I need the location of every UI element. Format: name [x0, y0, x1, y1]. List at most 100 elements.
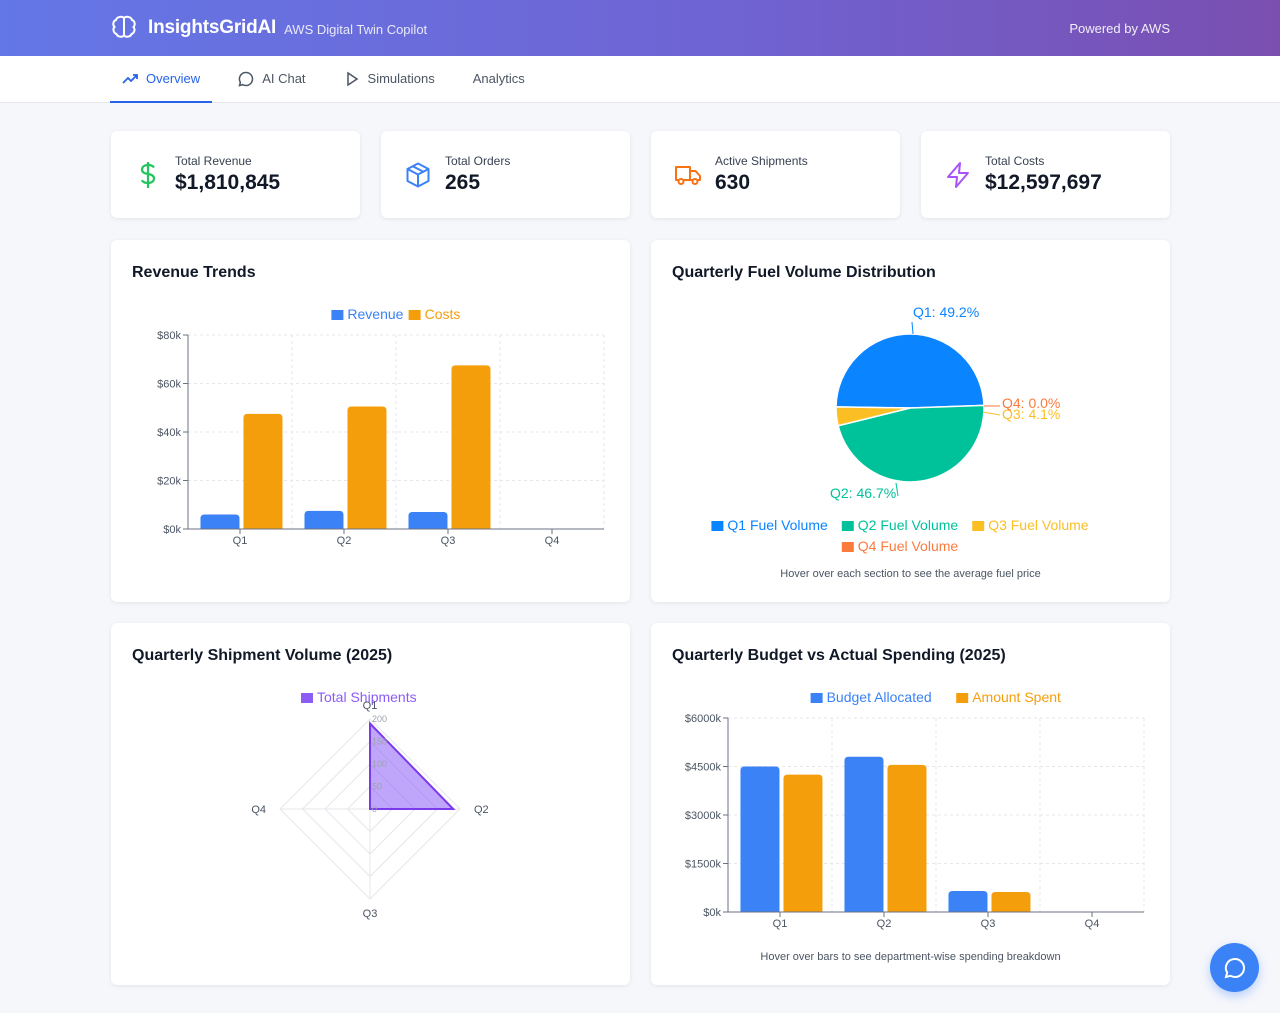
legend-swatch [331, 310, 344, 320]
tab-label: Simulations [367, 71, 435, 86]
tab-analytics[interactable]: Analytics [461, 56, 537, 103]
stat-label: Active Shipments [715, 154, 808, 168]
stat-card-shipments: Active Shipments 630 [651, 131, 900, 218]
radar-category-label: Q4 [251, 804, 266, 816]
tab-label: Overview [146, 71, 201, 86]
y-tick-label: $60k [157, 379, 181, 391]
chat-fab-button[interactable] [1210, 943, 1259, 992]
budget-spending-panel: Budget Allocated Amount Spent $0k $1500k $30… [651, 623, 1170, 985]
brand-name: InsightsGridAI [148, 17, 277, 38]
y-tick-label: $4500k [685, 762, 722, 774]
play-icon [346, 71, 358, 86]
bar-amount-spent [887, 764, 927, 912]
stat-label: Total Revenue [175, 154, 252, 168]
bar-costs [347, 406, 387, 529]
panel-title: Quarterly Budget vs Actual Spending (202… [672, 647, 1006, 664]
shipment-volume-panel: Total Shipments 0 50 100 150 200 Q1 Q2 Q3 Q4 Quar… [111, 623, 630, 985]
app-header: InsightsGridAI AWS Digital Twin Copilot … [0, 0, 1280, 56]
bolt-icon [947, 161, 969, 188]
pie-slice-q3 [835, 406, 911, 427]
pie-data-label: Q1: 49.2% [913, 304, 979, 320]
brain-icon [112, 15, 136, 38]
chat-icon [238, 71, 254, 87]
fuel-distribution-chart: Q1: 49.2% Q2: 46.7% Q3: 4.1%Q4: 0.0% Q1 Fue… [711, 304, 1089, 554]
legend-label: Q4 Fuel Volume [858, 538, 959, 554]
bar-costs [243, 413, 283, 529]
radar-category-label: Q2 [474, 804, 489, 816]
x-tick-label: Q4 [545, 535, 560, 547]
stat-value: 265 [445, 171, 481, 194]
revenue-trends-panel: Revenue Costs $0k $20k $40k $60k $80k Q1 Q2 Q3 Q4 … [111, 240, 630, 602]
pie-data-label: Q3: 4.1% [1002, 406, 1060, 422]
stat-value: $1,810,845 [175, 171, 281, 194]
bar-amount-spent [991, 891, 1031, 912]
radar-category-label: Q3 [363, 908, 378, 920]
x-tick-label: Q1 [773, 918, 788, 930]
truck-icon [675, 165, 701, 185]
tab-ai-chat[interactable]: AI Chat [226, 56, 317, 103]
shipment-volume-chart: Total Shipments 0 50 100 150 200 Q1 Q2 Q3 Q4 [251, 689, 489, 920]
panel-title: Revenue Trends [132, 264, 256, 281]
bar-budget-allocated [948, 890, 988, 912]
x-tick-label: Q2 [877, 918, 892, 930]
legend-label: Budget Allocated [827, 689, 932, 705]
panel-title: Quarterly Fuel Volume Distribution [672, 264, 936, 281]
chart-note: Hover over each section to see the avera… [780, 568, 1041, 580]
trend-icon [122, 73, 138, 84]
stat-card-orders: Total Orders 265 [381, 131, 630, 218]
bar-budget-allocated [740, 766, 780, 912]
pie-slice-q2 [837, 404, 985, 483]
legend-swatch [972, 521, 985, 531]
bar-revenue [304, 510, 344, 529]
pie-label-line [982, 411, 1001, 416]
tab-simulations[interactable]: Simulations [332, 56, 447, 103]
legend-swatch [841, 542, 854, 552]
stat-label: Total Costs [985, 154, 1045, 168]
bar-budget-allocated [844, 756, 884, 912]
fuel-distribution-panel: Q1: 49.2% Q2: 46.7% Q3: 4.1% Q4: 0.0% Q1 Fue… [651, 240, 1170, 602]
y-tick-label: $40k [157, 427, 181, 439]
legend-label: Q1 Fuel Volume [727, 517, 828, 533]
tab-overview[interactable]: Overview [110, 56, 213, 103]
bar-costs [451, 365, 491, 529]
dollar-icon [140, 161, 156, 188]
nav-tabs: Overview AI Chat Simulations Analytics [0, 56, 1280, 103]
revenue-trends-chart: Revenue Costs $0k $20k $40k $60k $80k Q1 Q2 Q3 Q4 [157, 306, 605, 547]
budget-spending-chart: Budget Allocated Amount Spent $0k $1500k $30… [685, 689, 1145, 930]
radar-tick-label: 50 [372, 782, 382, 792]
tab-label: AI Chat [262, 71, 306, 86]
pie-label-line [911, 321, 914, 335]
legend-swatch [841, 521, 854, 531]
stat-value: $12,597,697 [985, 171, 1102, 194]
x-tick-label: Q3 [981, 918, 996, 930]
box-icon [406, 162, 430, 187]
y-tick-label: $1500k [685, 859, 722, 871]
bar-revenue [408, 512, 448, 529]
legend-label: Q2 Fuel Volume [858, 517, 959, 533]
bar-revenue [200, 514, 240, 529]
legend-label: Total Shipments [317, 689, 417, 705]
stat-card-revenue: Total Revenue $1,810,845 [111, 131, 360, 218]
pie-data-label: Q4: 0.0% [1002, 395, 1060, 411]
legend-swatch [711, 521, 724, 531]
stat-value: 630 [715, 171, 751, 194]
powered-by: Powered by AWS [1069, 20, 1170, 36]
radar-series-total-shipments [369, 721, 456, 810]
legend-swatch [956, 693, 969, 703]
legend-swatch [301, 693, 313, 703]
y-tick-label: $3000k [685, 810, 722, 822]
radar-category-label: Q1 [363, 700, 378, 712]
legend-label: Costs [425, 306, 461, 322]
y-tick-label: $20k [157, 476, 181, 488]
tab-label: Analytics [472, 71, 525, 86]
chat-icon [1224, 957, 1245, 978]
legend-swatch [408, 310, 421, 320]
y-tick-label: $80k [157, 330, 181, 342]
pie-label-line [895, 482, 899, 497]
logo[interactable]: InsightsGridAI AWS Digital Twin Copilot [110, 14, 427, 42]
x-tick-label: Q2 [337, 535, 352, 547]
y-tick-label: $0k [163, 524, 181, 536]
y-tick-label: $6000k [685, 713, 722, 725]
legend-label: Revenue [347, 306, 403, 322]
brand-subtitle: AWS Digital Twin Copilot [284, 21, 428, 37]
